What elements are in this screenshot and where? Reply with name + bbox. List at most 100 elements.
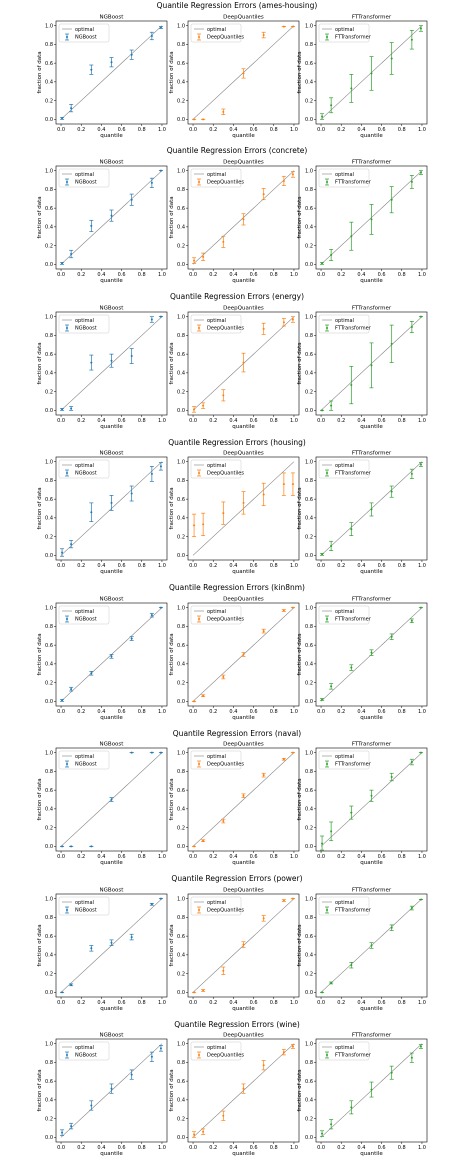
axes-frame: [315, 20, 428, 125]
legend-box: [58, 1041, 110, 1061]
legend-marker-icon: [326, 618, 328, 620]
data-point: [282, 321, 285, 324]
subplot: FTTransformer 0.0 0.0 0.2 0.2 0.4 0.4 0.6 0.6 0.8…: [297, 742, 428, 866]
y-axis-label: fraction of data: [37, 342, 43, 384]
y-tick-label: 0.8: [177, 624, 185, 630]
x-tick-label: 0.8: [270, 854, 278, 860]
subplot: FTTransformer 0.0 0.0 0.2 0.2 0.4 0.4 0.6 0.6 0.8…: [297, 15, 428, 139]
x-tick-label: 0.8: [270, 709, 278, 715]
legend-box: [190, 896, 242, 916]
data-point: [291, 173, 294, 176]
y-axis-label: fraction of data: [169, 51, 175, 93]
legend-box: [58, 896, 110, 916]
x-tick-label: 1.0: [290, 563, 298, 569]
x-tick-label: 0.0: [189, 1145, 197, 1151]
subplot-title: FTTransformer: [352, 1033, 392, 1039]
legend: optimal NGBoost: [58, 750, 110, 770]
optimal-line: [192, 752, 295, 847]
legend-label-optimal: optimal: [75, 1045, 94, 1051]
legend-marker-icon: [326, 327, 328, 329]
y-tick-label: 0.6: [177, 1079, 185, 1085]
legend: optimal FTTransformer: [318, 168, 372, 188]
y-axis-label: fraction of data: [37, 487, 43, 529]
data-point: [390, 57, 393, 60]
x-tick-label: 0.8: [138, 272, 146, 278]
y-tick-label: 1.0: [45, 750, 53, 756]
x-tick-label: 0.8: [138, 127, 146, 133]
data-point: [130, 637, 133, 640]
axes-frame: [315, 893, 428, 998]
data-point: [282, 758, 285, 761]
data-point: [390, 635, 393, 638]
figure-row: Quantile Regression Errors (housing)NGBo…: [37, 438, 428, 575]
subplot: DeepQuantiles 0.0 0.0 0.2 0.2 0.4 0.4 0.6 0.6 0.8…: [169, 888, 300, 1012]
legend-box: [58, 459, 110, 479]
data-point: [222, 394, 225, 397]
legend-label-optimal: optimal: [207, 754, 226, 760]
y-tick-label: 0.0: [45, 262, 53, 268]
y-tick-label: 0.6: [45, 643, 53, 649]
legend-label-model: NGBoost: [75, 326, 97, 332]
legend: optimal FTTransformer: [318, 23, 372, 43]
subplot-title: NGBoost: [100, 451, 125, 457]
axes-frame: [187, 1038, 300, 1143]
y-tick-label: 0.8: [177, 333, 185, 339]
subplot: DeepQuantiles 0.0 0.0 0.2 0.2 0.4 0.4 0.6 0.6 0.8…: [169, 306, 300, 430]
y-tick-label: 0.8: [177, 42, 185, 48]
data-point: [282, 899, 285, 902]
data-point: [202, 989, 205, 992]
y-tick-label: 0.0: [177, 990, 185, 996]
legend-label-optimal: optimal: [207, 318, 226, 324]
legend-box: [190, 314, 242, 334]
data-point: [390, 926, 393, 929]
y-tick-label: 0.0: [305, 1135, 313, 1141]
data-point: [330, 981, 333, 984]
x-tick-label: 0.4: [229, 1000, 237, 1006]
y-axis-label: fraction of data: [169, 778, 175, 820]
y-tick-label: 0.6: [177, 352, 185, 358]
data-point: [61, 845, 64, 848]
legend-marker-icon: [66, 618, 68, 620]
data-point: [70, 543, 73, 546]
y-tick-label: 0.4: [177, 225, 185, 231]
y-tick-label: 0.6: [45, 61, 53, 67]
legend-box: [318, 750, 370, 770]
x-tick-label: 0.4: [229, 127, 237, 133]
data-point: [61, 262, 64, 265]
subplot-title: FTTransformer: [352, 15, 392, 21]
x-tick-label: 1.0: [418, 1145, 426, 1151]
data-point: [410, 619, 413, 622]
axes-frame: [55, 20, 168, 125]
y-tick-label: 1.0: [305, 605, 313, 611]
data-point: [291, 751, 294, 754]
legend-label-model: FTTransformer: [335, 1053, 372, 1059]
data-point: [90, 672, 93, 675]
data-point: [419, 171, 422, 174]
legend-box: [190, 23, 242, 43]
subplot-title: FTTransformer: [352, 451, 392, 457]
legend-label-optimal: optimal: [335, 318, 354, 324]
y-axis-label: fraction of data: [169, 196, 175, 238]
data-point: [321, 553, 324, 556]
legend-label-model: NGBoost: [75, 1053, 97, 1059]
x-tick-label: 0.4: [97, 854, 105, 860]
y-axis-label: fraction of data: [37, 924, 43, 966]
x-tick-label: 0.6: [378, 272, 386, 278]
y-tick-label: 0.0: [45, 553, 53, 559]
y-tick-label: 0.2: [305, 680, 313, 686]
x-axis-label: quantile: [100, 715, 123, 721]
legend-marker-icon: [66, 909, 68, 911]
subplot-title: DeepQuantiles: [223, 888, 264, 894]
x-tick-label: 0.0: [317, 127, 325, 133]
data-point: [150, 751, 153, 754]
y-axis-label: fraction of data: [169, 342, 175, 384]
legend-marker-icon: [198, 763, 200, 765]
data-point: [193, 845, 196, 848]
data-point: [390, 198, 393, 201]
data-point: [282, 179, 285, 182]
x-tick-label: 0.2: [337, 418, 345, 424]
legend-label-model: FTTransformer: [335, 35, 372, 41]
figure-row: Quantile Regression Errors (wine) NGBoost…: [37, 1020, 428, 1157]
x-tick-label: 0.0: [57, 418, 65, 424]
data-point: [321, 698, 324, 701]
